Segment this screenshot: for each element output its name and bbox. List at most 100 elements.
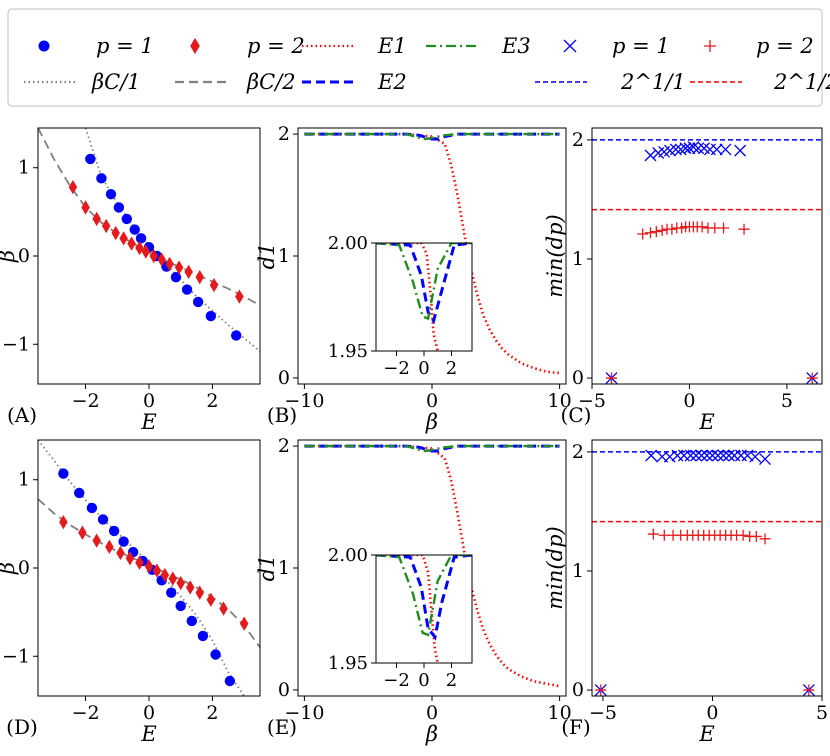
data-point [86, 502, 98, 514]
x-tick-label: 0 [143, 390, 155, 412]
data-point [706, 449, 719, 462]
y-tick-label: 1 [572, 560, 584, 582]
x-axis-label: β [425, 722, 438, 746]
x-tick-label: 0 [706, 702, 718, 724]
data-point [666, 223, 678, 235]
y-tick-label: 2 [572, 129, 584, 151]
data-point [595, 684, 607, 696]
axes-frame [591, 127, 823, 385]
legend-label: 2^1/1 [620, 70, 686, 94]
x-axis-label: E [140, 722, 156, 746]
y-tick-label: 0 [278, 679, 290, 701]
legend-marker [704, 40, 716, 52]
data-point [644, 227, 656, 239]
legend-label: 2^1/2 [773, 70, 830, 94]
plot-area [304, 444, 560, 688]
y-axis-label: min(dp) [543, 214, 567, 297]
data-point [184, 264, 193, 280]
data-point [186, 615, 198, 627]
data-point [92, 211, 101, 227]
data-point [170, 271, 182, 283]
x-tick-label: 2 [446, 670, 457, 691]
data-point [101, 218, 111, 234]
x-tick-label: 2 [206, 390, 218, 412]
data-point [750, 530, 762, 542]
x-tick-label: −2 [383, 358, 410, 379]
legend-label: E3 [501, 34, 531, 58]
data-point [59, 514, 68, 530]
legend-label: p = 2 [247, 34, 305, 58]
series-line [376, 555, 472, 641]
data-point [113, 202, 125, 213]
x-tick-label: 2 [446, 358, 457, 379]
data-point [696, 221, 708, 233]
data-point [719, 143, 732, 156]
x-tick-label: 5 [781, 390, 793, 412]
y-axis-label: β [0, 562, 19, 575]
x-tick-label: 10 [548, 390, 572, 412]
x-tick-label: 0 [143, 702, 155, 724]
y-tick-label: 1 [278, 245, 290, 267]
data-point [58, 468, 69, 479]
data-point [168, 571, 178, 586]
plot-area [38, 128, 260, 352]
data-point [195, 270, 204, 285]
panel-label: (F) [561, 715, 590, 739]
data-point [717, 449, 730, 462]
x-tick-label: −2 [72, 702, 100, 724]
panel-label: (D) [6, 715, 38, 739]
data-point [118, 536, 129, 547]
legend-entry: βC/2 [175, 70, 296, 94]
legend-entry: p = 1 [563, 34, 670, 58]
data-point [166, 587, 177, 598]
legend-label: βC/2 [246, 70, 296, 94]
data-point [135, 233, 147, 244]
data-point [644, 149, 657, 162]
y-tick-label: 1 [18, 157, 30, 179]
x-axis-label: β [425, 410, 438, 434]
data-point [152, 563, 162, 578]
data-point [97, 514, 109, 525]
x-tick-label: 0 [418, 670, 429, 691]
data-point [683, 142, 696, 155]
data-point [605, 372, 617, 384]
data-point [734, 144, 747, 157]
y-tick-label: 2 [572, 441, 584, 463]
x-tick-label: 2 [206, 702, 218, 724]
inset-B: −2 0 2 1.95 2.00 [328, 233, 473, 379]
legend-label: p = 1 [96, 34, 154, 58]
inset-E: −2 0 2 1.95 2.00 [328, 545, 473, 691]
data-point [669, 143, 682, 156]
data-point [105, 539, 114, 554]
legend-entry: p = 1 [38, 34, 154, 58]
y-tick-label: −1 [2, 645, 30, 667]
data-point [144, 559, 154, 574]
plot-area [376, 555, 472, 663]
y-tick-label: 1.95 [328, 341, 368, 362]
panel-label: (C) [561, 403, 592, 427]
series-line [304, 132, 560, 141]
x-tick-label: −5 [589, 702, 617, 724]
data-point [129, 224, 140, 235]
data-point [231, 330, 242, 341]
data-point [174, 260, 184, 275]
data-point [235, 289, 244, 304]
x-tick-label: −10 [284, 390, 324, 412]
x-tick-label: −10 [284, 702, 324, 724]
data-point [81, 200, 90, 215]
x-tick-label: 5 [816, 702, 828, 724]
data-point [157, 252, 166, 267]
data-point [135, 240, 144, 256]
axes-frame [591, 439, 823, 697]
data-point [78, 525, 87, 540]
data-point [121, 213, 132, 225]
y-axis-label: min(dp) [543, 526, 567, 609]
data-point [749, 450, 762, 463]
legend-marker [38, 40, 50, 52]
plot-area [304, 132, 560, 375]
data-point [759, 453, 772, 466]
data-point [650, 226, 662, 238]
series-line [376, 243, 439, 351]
y-tick-label: 1 [572, 248, 584, 270]
